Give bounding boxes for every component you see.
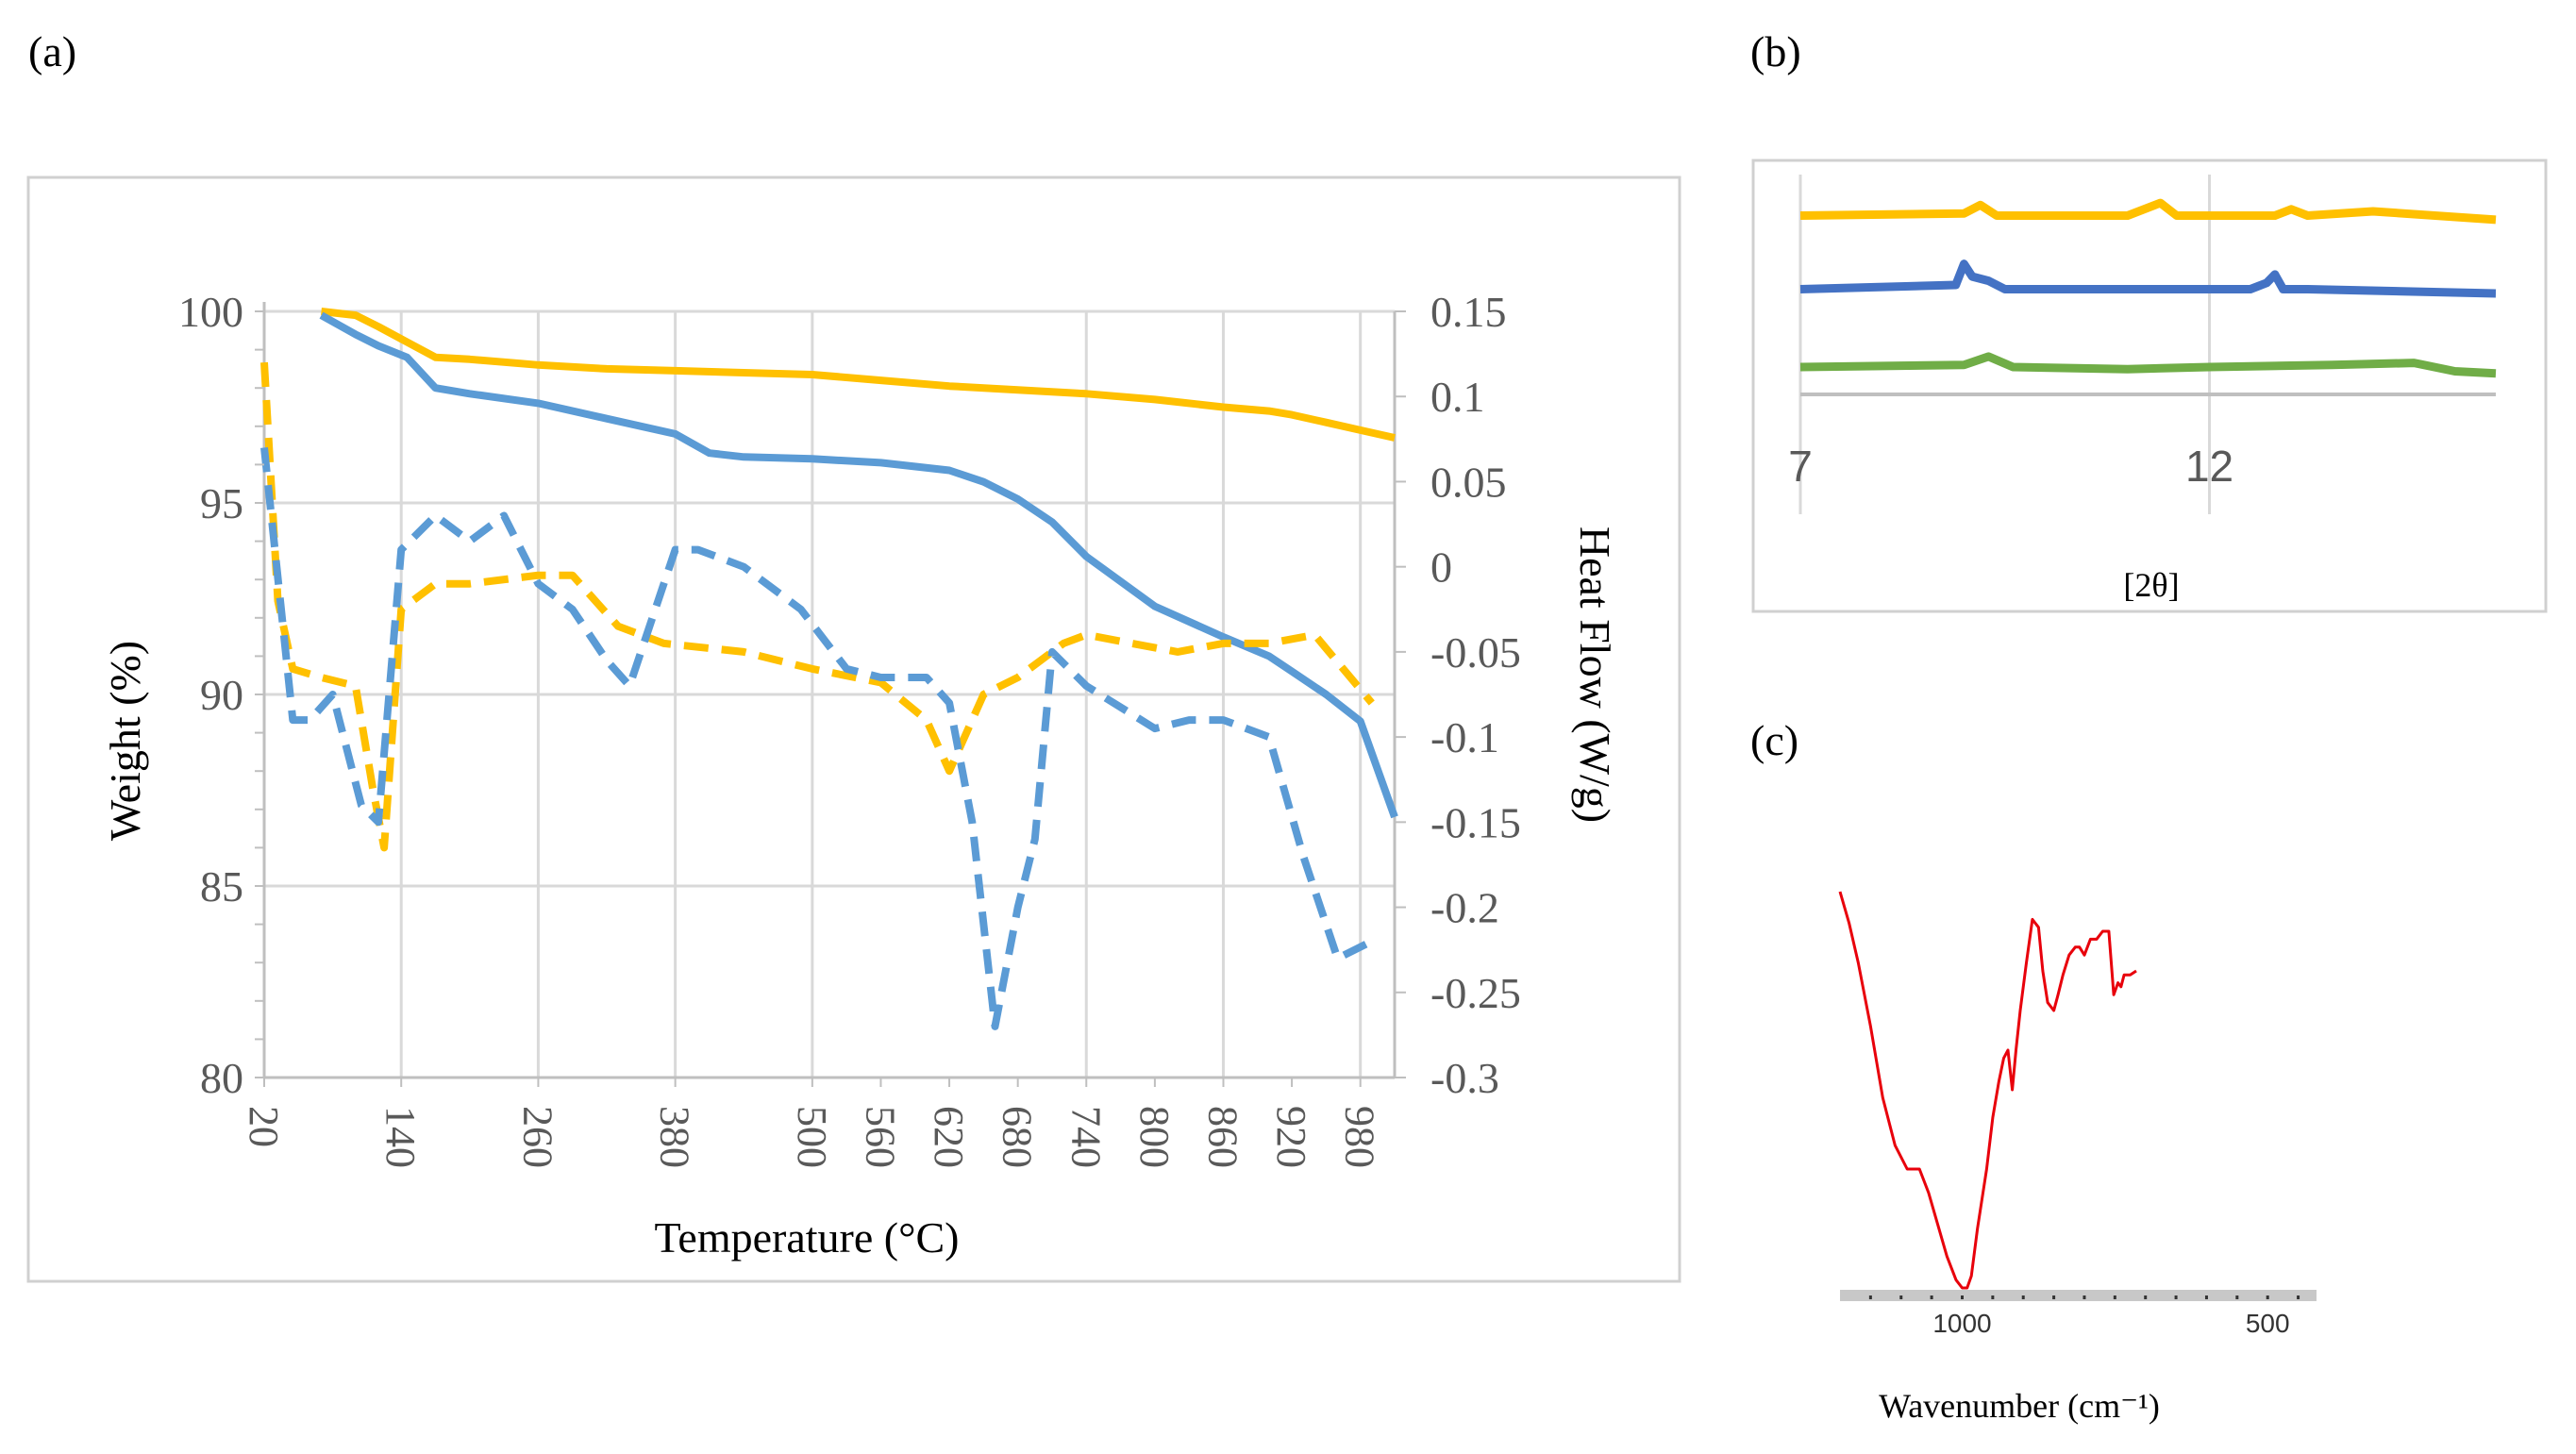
- panel-a-chart: 80 85 90 95 100 -0.3 -0.25 -0.2 -0.15 -0.1 -0.05 0 0…: [101, 288, 1619, 1262]
- y2-tick-label: 0.1: [1430, 373, 1485, 421]
- y-tick-label: 90: [200, 671, 243, 719]
- y-tick-label: 95: [200, 479, 243, 527]
- ftir-x-tick-label: 500: [2246, 1309, 2290, 1338]
- panel-label-b: (b): [1750, 27, 1801, 75]
- panel-b-chart: 7 12 [2θ]: [1788, 175, 2497, 604]
- xrd-pattern-yellow: [1799, 198, 2497, 225]
- panel-a-frame: [26, 175, 1681, 1283]
- x-tick-label: 800: [1131, 1106, 1178, 1168]
- x-tick-label: 560: [857, 1106, 903, 1168]
- xrd-x-tick-label: 7: [1788, 442, 1813, 491]
- y2-tick-label: -0.3: [1430, 1054, 1499, 1102]
- x-tick-label: 260: [514, 1106, 560, 1168]
- y2-tick-label: 0.15: [1430, 288, 1507, 336]
- panel-a-series: [260, 308, 1398, 1030]
- x-tick-label: 740: [1062, 1106, 1109, 1168]
- y2-axis-title: Heat Flow (W/g): [1571, 526, 1619, 823]
- y2-tick-label: 0.05: [1430, 458, 1507, 506]
- ftir-x-axis-bar: [1840, 1290, 2317, 1301]
- y-tick-label: 80: [200, 1054, 243, 1102]
- ftir-spectrum-line: [1838, 891, 2137, 1290]
- x-tick-label: 20: [241, 1106, 287, 1147]
- y2-tick-label: -0.2: [1430, 884, 1499, 932]
- y2-tick-label: -0.15: [1430, 798, 1521, 846]
- panel-b-series: [1799, 198, 2497, 378]
- heat-flow-blue-line: [260, 446, 1374, 1030]
- x-tick-label: 980: [1337, 1106, 1383, 1168]
- panel-label-a: (a): [28, 27, 76, 75]
- panel-b-frame: [1751, 159, 2548, 613]
- y2-tick-label: 0: [1430, 543, 1452, 592]
- y-axis-title: Weight (%): [101, 641, 149, 841]
- panel-b-ticks: 7 12: [1788, 442, 2233, 491]
- x-tick-label: 860: [1199, 1106, 1246, 1168]
- x-tick-label: 920: [1268, 1106, 1314, 1168]
- panel-label-c: (c): [1750, 716, 1798, 764]
- ftir-x-tick-label: 1000: [1932, 1309, 1991, 1338]
- ftir-x-axis-title: Wavenumber (cm⁻¹): [1879, 1387, 2160, 1425]
- y-tick-label: 100: [178, 288, 243, 336]
- y2-tick-label: -0.25: [1430, 969, 1521, 1017]
- panel-a-grid: [264, 309, 1395, 1079]
- x-tick-label: 140: [377, 1106, 424, 1168]
- x-tick-label: 380: [652, 1106, 698, 1168]
- panel-b-grid: [1798, 175, 2496, 514]
- panel-c-ticks: 1000 500: [1932, 1309, 2289, 1338]
- y-tick-label: 85: [200, 862, 243, 911]
- weight-yellow-line: [321, 308, 1396, 442]
- xrd-x-axis-title: [2θ]: [2123, 566, 2179, 604]
- panel-c-axis: [1840, 1290, 2317, 1301]
- heat-flow-yellow-line: [260, 361, 1375, 852]
- x-tick-label: 680: [995, 1106, 1041, 1168]
- panel-c-chart: 1000 500 Wavenumber (cm⁻¹): [1838, 891, 2317, 1425]
- panel-a-axes: [262, 302, 1397, 1079]
- x-axis-title: Temperature (°C): [655, 1213, 960, 1262]
- x-tick-label: 500: [789, 1106, 835, 1168]
- panel-a-ticks: 80 85 90 95 100 -0.3 -0.25 -0.2 -0.15 -0.1 -0.05 0 0…: [178, 288, 1521, 1168]
- x-tick-label: 620: [926, 1106, 972, 1168]
- panel-c-series: [1838, 891, 2137, 1290]
- xrd-x-tick-label: 12: [2185, 442, 2233, 491]
- y2-tick-label: -0.05: [1430, 628, 1521, 677]
- xrd-pattern-xrd_blue: [1799, 259, 2497, 298]
- y2-tick-label: -0.1: [1430, 713, 1499, 761]
- weight-blue-line: [319, 311, 1398, 819]
- xrd-pattern-xrd_green: [1799, 352, 2497, 378]
